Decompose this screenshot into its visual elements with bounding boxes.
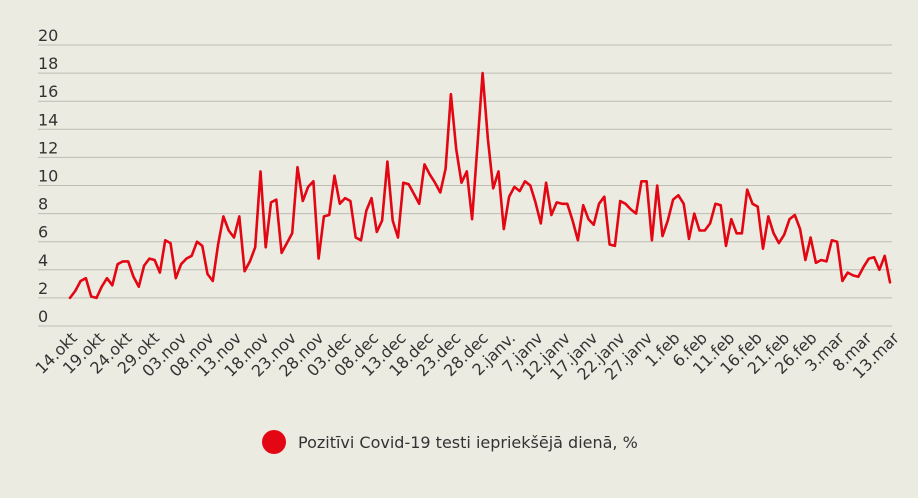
y-tick-label: 14 — [38, 110, 58, 129]
y-tick-label: 6 — [38, 223, 48, 242]
y-tick-label: 20 — [38, 26, 58, 45]
legend-label: Pozitīvi Covid-19 testi iepriekšējā dien… — [298, 432, 638, 452]
legend-swatch — [262, 430, 286, 454]
y-tick-label: 18 — [38, 54, 58, 73]
y-tick-label: 10 — [38, 167, 58, 186]
y-tick-label: 0 — [38, 307, 48, 326]
y-axis: 0 2 4 6 8 10 12 14 16 18 20 — [38, 26, 58, 326]
series-layer — [68, 71, 892, 300]
y-tick-label: 12 — [38, 138, 58, 157]
legend: Pozitīvi Covid-19 testi iepriekšējā dien… — [262, 430, 638, 454]
y-tick-label: 2 — [38, 279, 48, 298]
y-tick-label: 4 — [38, 251, 48, 270]
x-axis: 14.okt19.okt24.okt29.okt03.nov08.nov13.n… — [31, 328, 903, 384]
series-line — [68, 71, 892, 300]
y-tick-label: 16 — [38, 82, 58, 101]
y-tick-label: 8 — [38, 195, 48, 214]
grid — [38, 44, 892, 327]
